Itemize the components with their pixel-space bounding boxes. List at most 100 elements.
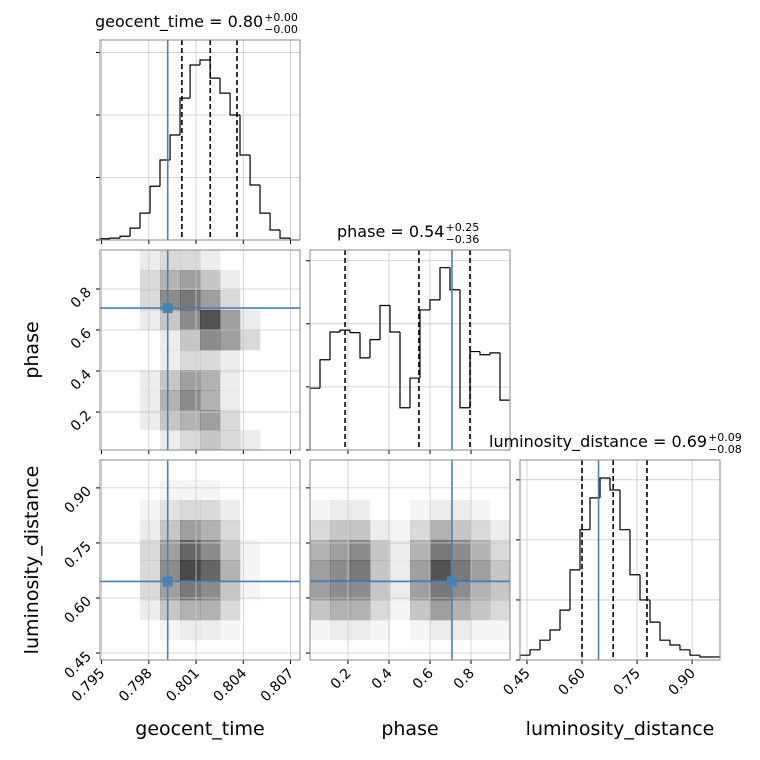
density-cell [160, 390, 181, 411]
histogram-step [609, 478, 620, 491]
density-cell [140, 350, 160, 370]
density-cell [310, 620, 330, 640]
density-cell [120, 600, 140, 620]
density-cell [260, 350, 280, 370]
density-cell [220, 330, 241, 351]
density-cell [180, 540, 201, 561]
density-cell [490, 520, 511, 541]
title-upper: +0.09 [708, 431, 742, 444]
density-cell [160, 600, 181, 621]
density-cell [180, 330, 201, 351]
density-cell [100, 580, 120, 600]
density-cell [390, 600, 410, 620]
density-cell [180, 620, 201, 641]
density-cell [220, 430, 241, 451]
density-cell [280, 330, 300, 350]
x-tick-label: 0.804 [210, 665, 250, 705]
density-cell [470, 580, 491, 601]
density-cell [470, 460, 490, 480]
density-cell [220, 600, 241, 621]
panel-title: geocent_time = 0.80 [95, 12, 263, 32]
density-cell [200, 290, 221, 311]
density-cell [140, 270, 161, 291]
density-cell [200, 390, 221, 411]
density-cell [200, 580, 221, 601]
histogram-step [539, 639, 550, 650]
truth-marker [162, 303, 173, 314]
panel-title: luminosity_distance = 0.69 [489, 432, 707, 452]
histogram-step [469, 350, 480, 408]
truth-marker [446, 576, 457, 587]
histogram-step [579, 529, 590, 570]
density-cell [120, 250, 140, 270]
density-cell [100, 250, 120, 270]
x-tick-label: 0.8 [451, 666, 478, 693]
density-cell [120, 310, 140, 330]
density-cell [200, 600, 221, 621]
histogram-step [629, 529, 640, 576]
density-cell [330, 480, 350, 500]
density-cell [470, 540, 491, 561]
density-cell [160, 480, 180, 500]
panel: geocent_time = 0.80 +0.00−0.00 [95, 11, 301, 244]
density-cell [180, 460, 200, 480]
density-cell [220, 540, 241, 561]
density-cell [280, 410, 300, 430]
density-cell [450, 640, 470, 660]
density-cell [100, 560, 120, 580]
density-cell [200, 620, 221, 641]
density-cell [160, 350, 181, 371]
histogram-step [129, 227, 140, 237]
histogram-step [689, 649, 700, 656]
density-cell [100, 640, 120, 660]
density-cell [200, 430, 221, 451]
density-cell [180, 270, 201, 291]
axes-frame [309, 249, 511, 451]
density-cell [100, 370, 120, 390]
density-cell [280, 390, 300, 410]
axes-frame [309, 459, 511, 661]
density-cell [220, 620, 240, 640]
histogram-step [529, 649, 540, 656]
histogram-step [659, 622, 670, 641]
density-cell [310, 640, 330, 660]
y-axis-label: luminosity_distance [21, 466, 43, 655]
density-cell [260, 370, 280, 390]
density-cell [470, 500, 490, 520]
density-cell [490, 460, 510, 480]
density-cell [100, 500, 120, 520]
density-cell [430, 620, 451, 641]
density-cell [180, 480, 200, 500]
density-cell [120, 560, 140, 580]
density-cell [260, 580, 280, 600]
density-cell [200, 460, 220, 480]
density-cell [470, 560, 491, 581]
density-cell [390, 460, 410, 480]
density-cell [220, 350, 241, 371]
density-cell [280, 460, 300, 480]
density-cell [280, 310, 300, 330]
histogram-step [699, 655, 710, 658]
histogram-step [409, 377, 420, 408]
density-cell [260, 480, 280, 500]
density-cell [140, 560, 161, 581]
density-cell [140, 250, 161, 271]
density-cell [200, 480, 220, 500]
density-cell [100, 520, 120, 540]
histogram-step [619, 490, 630, 531]
density-cell [160, 270, 181, 291]
x-tick-label: 0.90 [666, 666, 699, 699]
histogram-step [419, 309, 430, 379]
density-cell [490, 480, 510, 500]
density-cell [180, 310, 201, 331]
density-cell [410, 640, 430, 660]
density-cell [120, 430, 140, 450]
histogram-step [439, 267, 450, 300]
density-cell [310, 520, 331, 541]
density-cell [140, 500, 160, 520]
density-cell [100, 270, 120, 290]
density-cell [280, 600, 300, 620]
density-cell [390, 560, 411, 581]
panel: 0.45 0.60 0.75 0.90 luminosity_distance = 0.… [489, 431, 742, 740]
density-cell [160, 460, 180, 480]
